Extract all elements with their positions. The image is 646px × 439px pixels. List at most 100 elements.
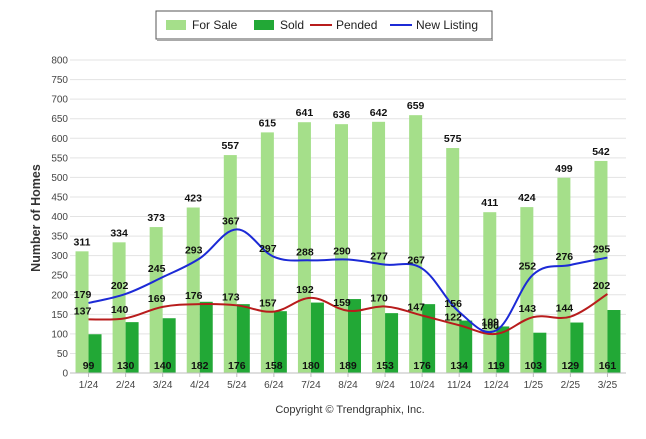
data-label-new-listing: 179	[74, 289, 92, 301]
bar-for-sale	[75, 251, 89, 373]
bar-sold	[459, 320, 473, 373]
bar-sold	[385, 313, 399, 373]
lines	[88, 228, 609, 336]
y-tick-label: 700	[51, 95, 68, 106]
y-tick-label: 200	[51, 290, 68, 301]
bar-for-sale	[223, 155, 237, 373]
data-label-pended: 100	[482, 320, 500, 332]
data-label-for-sale: 615	[259, 117, 277, 129]
bar-sold	[496, 326, 510, 373]
bar-sold	[125, 322, 139, 373]
y-tick-label: 300	[51, 251, 68, 262]
data-label-pended: 147	[407, 301, 425, 313]
y-tick-label: 600	[51, 134, 68, 145]
x-tick-label: 5/24	[227, 380, 247, 391]
data-label-pended: 159	[333, 297, 351, 309]
x-tick-label: 6/24	[264, 380, 284, 391]
bar-for-sale	[557, 177, 571, 373]
legend-item-pended: Pended	[310, 18, 377, 32]
axes: 0 50 100 150 200 250 300 350 400 450 500 550 600 650 7…	[51, 56, 626, 391]
data-label-sold: 161	[599, 360, 617, 372]
data-label-pended: 169	[148, 293, 166, 305]
data-label-new-listing: 156	[444, 298, 462, 310]
bar-sold	[199, 301, 213, 373]
data-label-new-listing: 277	[370, 251, 388, 263]
legend-label: Pended	[336, 18, 377, 32]
data-label-for-sale: 411	[481, 197, 498, 209]
data-label-sold: 158	[265, 360, 283, 372]
data-label-new-listing: 276	[556, 251, 574, 263]
data-label-sold: 119	[488, 360, 505, 372]
bar-for-sale	[446, 148, 460, 373]
y-tick-label: 550	[51, 153, 68, 164]
x-tick-label: 9/24	[375, 380, 395, 391]
data-label-sold: 189	[339, 360, 357, 372]
data-label-pended: 173	[222, 291, 240, 303]
x-tick-label: 8/24	[338, 380, 358, 391]
data-label-sold: 103	[525, 360, 543, 372]
data-label-for-sale: 641	[296, 107, 314, 119]
x-tick-label: 11/24	[447, 380, 472, 391]
bar-sold	[162, 318, 176, 373]
y-tick-label: 500	[51, 173, 68, 184]
x-tick-label: 7/24	[301, 380, 321, 391]
data-label-sold: 176	[228, 360, 246, 372]
data-label-new-listing: 297	[259, 243, 277, 255]
bar-for-sale	[149, 227, 163, 373]
bar-for-sale	[594, 160, 608, 373]
data-label-for-sale: 499	[555, 163, 573, 175]
data-label-for-sale: 642	[370, 107, 388, 119]
legend-label: New Listing	[416, 18, 478, 32]
data-label-for-sale: 424	[518, 192, 536, 204]
data-label-new-listing: 290	[333, 246, 351, 258]
bar-sold	[88, 334, 102, 373]
y-tick-label: 450	[51, 192, 68, 203]
line-pended	[88, 293, 609, 336]
line-new-listing	[88, 228, 608, 333]
y-tick-label: 250	[51, 271, 68, 282]
data-label-pended: 137	[74, 305, 92, 317]
bar-for-sale	[520, 207, 534, 373]
y-tick-label: 400	[51, 212, 68, 223]
data-label-new-listing: 288	[296, 246, 314, 258]
x-tick-label: 1/24	[79, 380, 99, 391]
bars	[75, 115, 621, 374]
bar-sold	[273, 311, 287, 373]
data-label-new-listing: 367	[222, 215, 240, 227]
bar-for-sale	[297, 122, 311, 374]
data-label-for-sale: 557	[222, 140, 240, 152]
data-label-sold: 129	[562, 360, 580, 372]
legend-item-for-sale: For Sale	[166, 18, 238, 32]
bar-for-sale	[186, 207, 200, 373]
y-axis-title: Number of Homes	[29, 164, 43, 272]
bar-sold	[310, 302, 324, 373]
bar-sold	[607, 310, 621, 373]
data-label-new-listing: 109	[482, 316, 500, 328]
bar-sold	[570, 322, 584, 373]
bar-sold	[348, 299, 361, 373]
data-label-pended: 202	[593, 280, 611, 292]
copyright-credit: Copyright © Trendgraphix, Inc.	[275, 404, 424, 416]
data-label-for-sale: 636	[333, 109, 351, 121]
legend-label: Sold	[280, 18, 304, 32]
data-label-pended: 170	[370, 292, 388, 304]
legend-swatch	[166, 20, 186, 30]
x-tick-label: 3/25	[598, 380, 618, 391]
bar-sold	[236, 304, 250, 373]
data-label-for-sale: 542	[592, 146, 610, 158]
data-label-sold: 130	[117, 360, 135, 372]
data-label-sold: 182	[191, 360, 209, 372]
data-label-for-sale: 423	[184, 193, 202, 205]
x-tick-label: 3/24	[153, 380, 173, 391]
x-tick-label: 12/24	[484, 380, 509, 391]
data-label-pended: 157	[259, 298, 277, 310]
data-label-sold: 99	[83, 360, 95, 372]
data-label-new-listing: 245	[148, 263, 166, 275]
y-tick-label: 350	[51, 232, 68, 243]
y-tick-label: 750	[51, 75, 68, 86]
data-label-pended: 176	[185, 290, 203, 302]
x-tick-label: 10/24	[410, 380, 435, 391]
bar-for-sale	[409, 115, 423, 373]
